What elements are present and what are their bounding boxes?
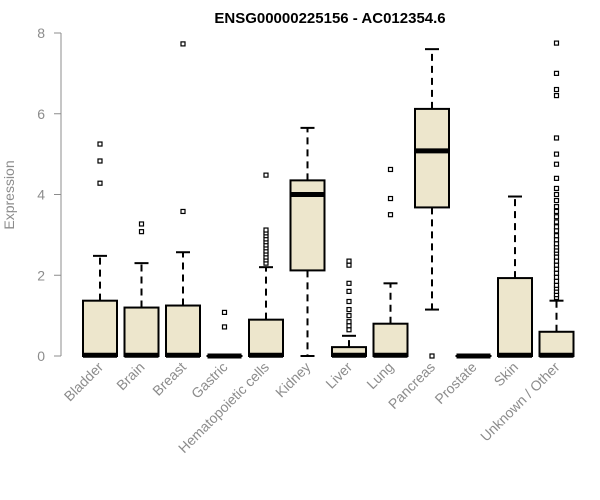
outlier-point — [553, 266, 560, 272]
outlier-point — [553, 40, 560, 46]
category-label: Lung — [363, 359, 396, 392]
y-tick-label: 4 — [37, 187, 45, 203]
outlier-point — [553, 135, 560, 141]
outlier-point — [553, 254, 560, 260]
outlier-point — [346, 288, 352, 294]
outlier-point — [221, 324, 228, 330]
outlier-point — [553, 204, 560, 210]
outlier-point — [553, 241, 560, 247]
category-label: Kidney — [272, 359, 314, 401]
outlier-point — [553, 228, 560, 234]
outlier-point — [553, 175, 560, 181]
outlier-point — [346, 262, 352, 268]
outlier-point — [553, 282, 560, 288]
outlier-point — [553, 219, 560, 225]
category-label: Brain — [113, 359, 147, 393]
outlier-point — [553, 233, 560, 239]
box-iqr — [497, 277, 533, 358]
outlier-point — [553, 262, 560, 268]
category-label: Prostate — [431, 359, 479, 407]
outlier-point — [263, 227, 269, 233]
outlier-point — [553, 86, 560, 93]
outlier-point — [97, 141, 103, 147]
chart-title: ENSG00000225156 - AC012354.6 — [214, 10, 445, 27]
outlier-point — [553, 258, 560, 264]
y-tick-label: 6 — [37, 106, 45, 122]
outlier-point — [346, 313, 352, 319]
outlier-point — [263, 172, 269, 178]
box-iqr — [414, 107, 450, 209]
category-label: Breast — [149, 359, 189, 399]
y-tick-label: 0 — [37, 348, 45, 364]
y-tick-label: 2 — [37, 267, 45, 283]
box-breast — [165, 41, 201, 358]
outlier-point — [553, 197, 560, 204]
box-lung — [372, 166, 409, 358]
y-axis-label: Expression — [1, 160, 17, 229]
box-iqr — [165, 304, 201, 357]
box-iqr — [372, 322, 409, 358]
outlier-point — [180, 208, 186, 215]
outlier-point — [553, 191, 560, 198]
outlier-point — [387, 166, 394, 173]
outlier-point — [97, 180, 103, 186]
box-pancreas — [414, 48, 450, 359]
outlier-point — [346, 306, 352, 313]
box-skin — [497, 195, 533, 358]
box-kidney — [289, 126, 326, 357]
outlier-point — [553, 274, 560, 280]
box-iqr — [123, 306, 160, 357]
outlier-point — [97, 158, 103, 164]
box-iqr — [538, 330, 575, 357]
category-label: Skin — [491, 359, 522, 390]
outlier-point — [553, 270, 560, 276]
outlier-point — [553, 208, 560, 215]
outlier-point — [553, 185, 560, 192]
box-brain — [123, 221, 160, 358]
outlier-point — [387, 212, 394, 218]
box-gastric — [206, 309, 243, 359]
outlier-point — [429, 353, 435, 359]
outlier-point — [553, 92, 560, 99]
outlier-point — [553, 278, 560, 284]
outlier-point — [553, 70, 560, 76]
outlier-point — [553, 224, 560, 230]
y-axis: 0 2 4 6 8 — [37, 25, 62, 364]
box-liver — [331, 258, 367, 358]
y-tick-label: 8 — [37, 25, 45, 41]
outlier-point — [346, 280, 352, 286]
outlier-point — [553, 237, 560, 243]
outlier-point — [387, 195, 394, 202]
outlier-point — [138, 229, 145, 235]
box-bladder — [82, 141, 118, 358]
outlier-point — [553, 214, 560, 220]
plot-area — [82, 40, 575, 359]
outlier-point — [346, 327, 352, 333]
outlier-point — [346, 258, 352, 264]
box-iqr — [82, 299, 118, 357]
category-label: Liver — [322, 359, 355, 392]
outlier-point — [553, 151, 560, 157]
outlier-point — [180, 41, 186, 47]
outlier-point — [221, 309, 228, 315]
outlier-point — [346, 319, 352, 325]
box-unknown-other — [538, 40, 575, 358]
box-iqr — [248, 318, 284, 358]
outlier-point — [553, 161, 560, 167]
box-hematopoietic-cells — [248, 172, 284, 358]
category-label: Unknown / Other — [477, 359, 563, 445]
outlier-point — [138, 221, 145, 227]
outlier-point — [346, 298, 352, 305]
category-label: Bladder — [61, 359, 107, 405]
outlier-point — [346, 323, 352, 329]
